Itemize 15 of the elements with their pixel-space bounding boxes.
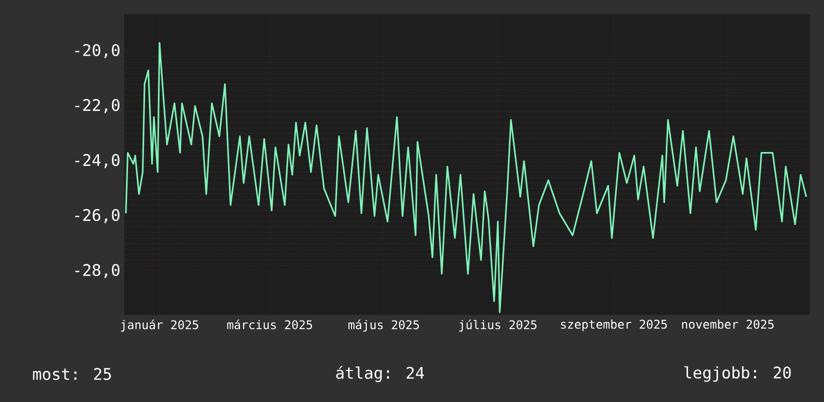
y-tick-label: -28,0 [75,264,120,278]
y-tick-label: -22,0 [75,99,120,114]
line-series [125,42,808,314]
x-tick-label: május 2025 [348,320,419,332]
x-tick-label: március 2025 [227,320,312,330]
x-tick-label: november 2025 [682,320,774,329]
y-tick-label: -20,0 [75,44,120,58]
text: most: 25 [33,368,111,380]
x-tick-label: január 2025 [121,320,198,332]
x-tick-label: július 2025 [459,320,536,332]
y-tick-label: -26,0 [75,209,120,224]
text: legjobb: 20 [684,366,791,382]
y-tick-label: -24,0 [75,154,120,168]
text: átlag: 24 [336,366,424,382]
x-tick-label: szeptember 2025 [561,320,667,332]
